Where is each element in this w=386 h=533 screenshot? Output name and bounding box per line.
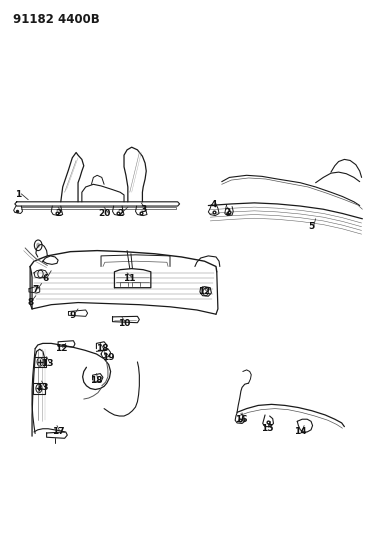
Text: 1: 1 [15,190,22,199]
Text: 2: 2 [224,208,230,217]
Text: 18: 18 [90,376,103,385]
Text: 17: 17 [52,427,64,437]
Text: 3: 3 [140,205,146,214]
Text: 91182 4400B: 91182 4400B [13,13,100,26]
Circle shape [36,243,40,248]
Text: 12: 12 [198,287,211,296]
Text: 14: 14 [294,427,306,437]
Text: 8: 8 [27,298,33,307]
Text: 2: 2 [56,209,62,218]
Text: 5: 5 [309,222,315,231]
Text: 20: 20 [99,209,111,218]
Text: 13: 13 [41,359,54,367]
Text: 2: 2 [117,209,123,218]
Text: 7: 7 [33,285,39,294]
Text: 12: 12 [54,344,67,353]
Text: 6: 6 [42,273,49,282]
Text: 10: 10 [118,319,130,328]
Text: 15: 15 [261,424,274,433]
Text: 13: 13 [37,383,49,392]
Text: 4: 4 [211,200,217,209]
Text: 19: 19 [102,353,114,362]
Text: 18: 18 [96,344,108,353]
Text: 9: 9 [69,311,76,320]
Text: 11: 11 [124,273,136,282]
Text: 16: 16 [235,415,247,424]
